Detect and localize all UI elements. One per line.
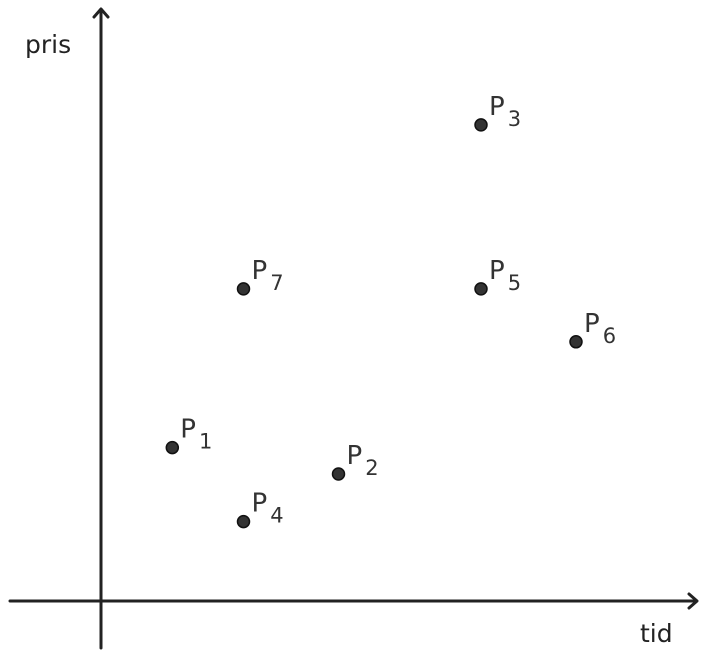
y-axis: pris [25, 7, 110, 650]
point-marker [165, 440, 180, 455]
y-axis-label: pris [25, 30, 71, 59]
point-label-subscript: 1 [199, 430, 212, 454]
point-label-subscript: 6 [603, 324, 616, 348]
point-label-main: P [252, 256, 268, 286]
point-marker [569, 335, 583, 349]
x-axis-label: tid [640, 619, 673, 648]
point-label-main: P [489, 256, 505, 286]
data-points: P 1 P 2P 3P 4P 5P 6P 7 [165, 92, 616, 529]
point-marker [331, 467, 346, 481]
point-label-main: P [252, 489, 268, 519]
y-axis-arrowhead [92, 7, 110, 19]
point-label-main: P [584, 309, 600, 339]
point-label-main: P [180, 415, 196, 445]
point-label-main: P [347, 441, 363, 471]
point-label-subscript: 7 [270, 271, 283, 295]
x-axis-arrowhead [687, 592, 699, 610]
point-marker [474, 282, 488, 296]
point-label-subscript: 2 [365, 456, 378, 480]
point-marker [236, 514, 251, 529]
point-marker [474, 118, 488, 132]
point-label-main: P [489, 92, 505, 122]
x-axis: tid [8, 592, 699, 648]
point-label-subscript: 3 [508, 107, 521, 131]
point-label-subscript: 5 [508, 271, 521, 295]
point-label-subscript: 4 [270, 504, 283, 528]
point-marker [236, 282, 251, 296]
